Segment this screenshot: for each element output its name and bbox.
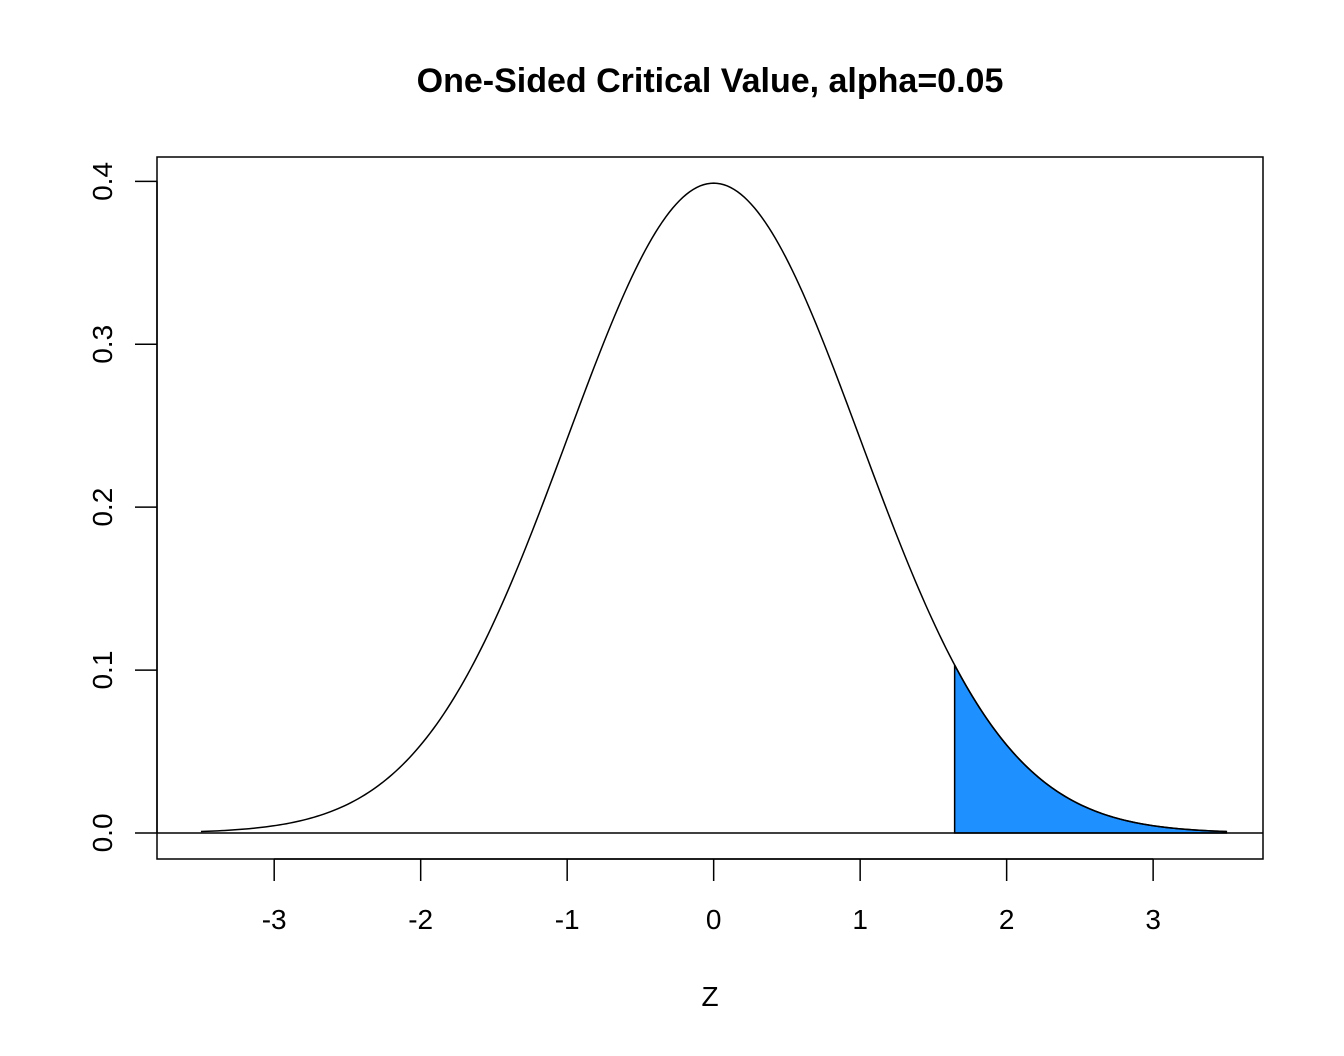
x-tick-label: 1 (852, 904, 868, 935)
chart-title: One-Sided Critical Value, alpha=0.05 (417, 62, 1004, 100)
x-axis-title: Z (701, 981, 718, 1012)
y-tick-label: 0.1 (87, 651, 118, 690)
x-tick-label: -2 (408, 904, 433, 935)
density-curve (200, 182, 1227, 833)
y-tick-label: 0.4 (87, 162, 118, 201)
critical-region-shade (953, 664, 1228, 834)
y-tick-label: 0.0 (87, 813, 118, 852)
x-tick-label: -3 (262, 904, 287, 935)
x-axis: -3 -2 -1 0 1 2 3 (262, 858, 1161, 935)
x-tick-label: 3 (1145, 904, 1161, 935)
x-tick-label: -1 (555, 904, 580, 935)
y-tick-label: 0.3 (87, 325, 118, 364)
y-tick-label: 0.2 (87, 488, 118, 527)
plot-frame (156, 156, 1264, 860)
x-tick-label: 0 (706, 904, 722, 935)
x-tick-label: 2 (999, 904, 1015, 935)
y-axis: 0.0 0.1 0.2 0.3 0.4 (87, 162, 158, 852)
